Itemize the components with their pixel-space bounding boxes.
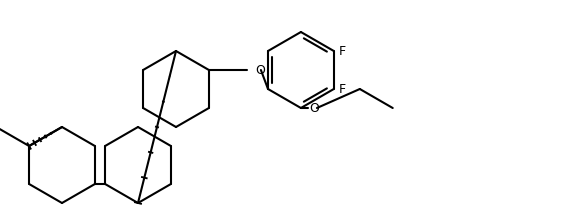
Text: O: O (255, 64, 265, 76)
Text: O: O (309, 101, 319, 114)
Text: F: F (339, 83, 346, 95)
Text: F: F (339, 45, 346, 58)
